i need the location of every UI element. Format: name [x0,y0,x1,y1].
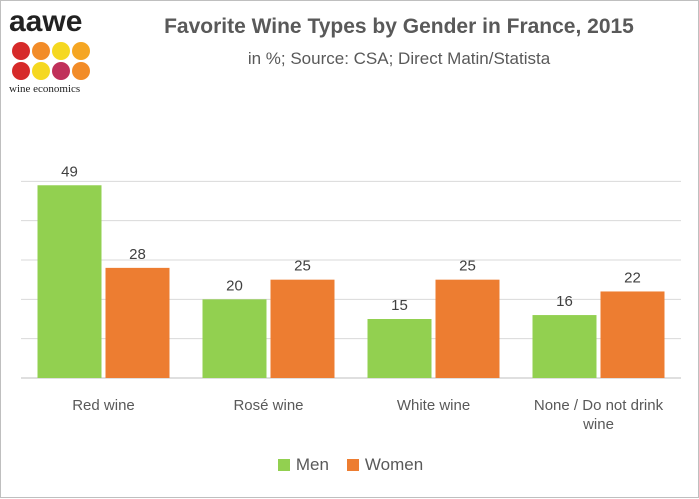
bar-women-2 [435,279,500,378]
legend-item-women: Women [346,455,424,475]
bar-men-3 [532,315,597,378]
bar-women-3 [600,291,665,378]
logo-dot [72,42,90,60]
logo-dot [72,62,90,80]
bar-women-1 [270,279,335,378]
data-label: 25 [459,258,476,275]
logo-dot [32,62,50,80]
legend-swatch-women [346,459,359,471]
data-label: 20 [226,277,243,294]
legend-item-men: Men [277,455,329,475]
logo-brand-text: aawe [9,5,83,38]
data-label: 15 [391,297,408,314]
legend-label-women: Women [364,455,424,474]
logo-dot [52,62,70,80]
data-label: 22 [624,269,641,286]
chart-subtitle: in %; Source: CSA; Direct Matin/Statista [247,49,551,68]
category-label: None / Do not drink wine [533,397,664,433]
chart-title: Favorite Wine Types by Gender in France,… [164,15,634,38]
bar-women-0 [105,267,170,378]
logo-dots [12,42,90,80]
aawe-logo: aawe wine economics [9,5,109,95]
logo-dot [12,62,30,80]
legend-swatch-men [277,459,290,471]
legend-label-men: Men [295,455,329,474]
logo-dot [32,42,50,60]
data-label: 16 [556,293,573,310]
bar-men-0 [37,185,102,378]
logo-dot [12,42,30,60]
category-label: White wine [396,397,471,414]
data-label: 28 [129,246,146,263]
category-label: Red wine [72,397,135,414]
data-label: 49 [61,163,78,180]
logo-dot [52,42,70,60]
logo-tagline: wine economics [9,83,81,95]
bar-men-1 [202,299,267,378]
data-label: 25 [294,258,311,275]
chart-legend: Men Women [1,455,699,475]
category-label: Rosé wine [233,397,304,414]
bar-men-2 [367,319,432,378]
